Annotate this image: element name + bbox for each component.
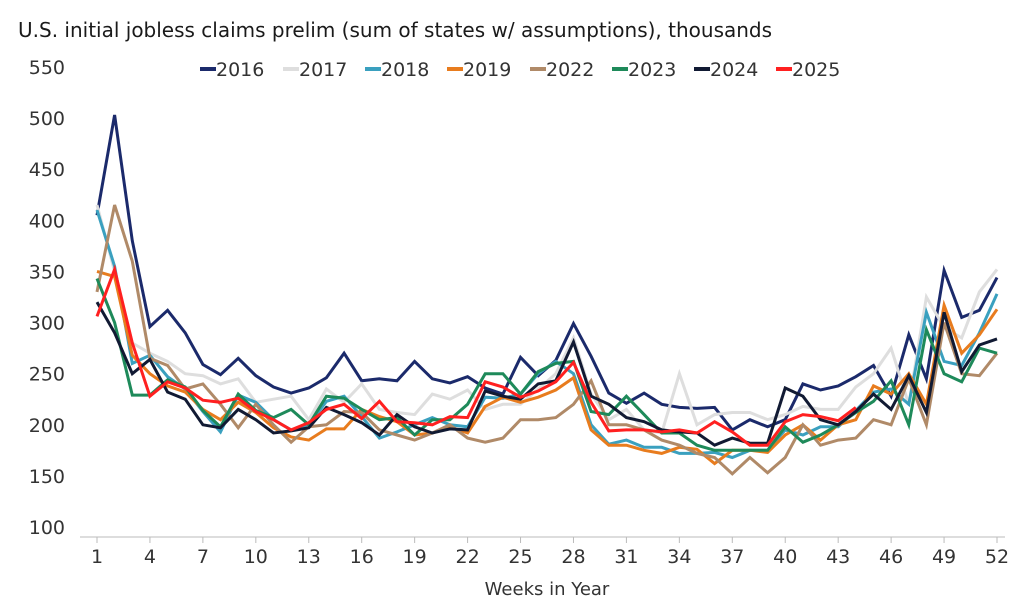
x-tick-label: 1 — [91, 546, 103, 568]
x-tick-label: 13 — [297, 546, 321, 568]
x-tick-label: 25 — [508, 546, 532, 568]
y-tick-label: 550 — [29, 57, 65, 79]
x-tick-label: 28 — [561, 546, 585, 568]
x-tick-label: 10 — [244, 546, 268, 568]
series-line-2025 — [95, 264, 857, 447]
x-tick-label: 34 — [667, 546, 691, 568]
x-tick-label: 52 — [985, 546, 1009, 568]
y-tick-label: 150 — [29, 466, 65, 488]
x-tick-label: 43 — [826, 546, 850, 568]
x-tick-label: 40 — [773, 546, 797, 568]
y-tick-label: 450 — [29, 159, 65, 181]
x-axis-label: Weeks in Year — [485, 579, 610, 600]
legend-label-2019: 2019 — [463, 59, 511, 81]
series-line-2019 — [96, 269, 999, 466]
x-tick-label: 37 — [720, 546, 744, 568]
y-tick-label: 300 — [29, 313, 65, 335]
y-axis: 100 150 200 250 300 350 400 450 500 550 — [29, 57, 65, 539]
x-tick-label: 31 — [614, 546, 638, 568]
legend: 2016 2017 2018 2019 2022 2023 2024 2025 — [200, 59, 840, 81]
legend-label-2025: 2025 — [792, 59, 840, 81]
y-tick-label: 100 — [29, 517, 65, 539]
legend-label-2024: 2024 — [710, 59, 758, 81]
y-tick-label: 400 — [29, 210, 65, 232]
legend-label-2018: 2018 — [381, 59, 429, 81]
legend-label-2016: 2016 — [216, 59, 264, 81]
x-tick-label: 7 — [197, 546, 209, 568]
y-tick-label: 350 — [29, 261, 65, 283]
series-lines — [95, 114, 999, 476]
legend-label-2017: 2017 — [299, 59, 347, 81]
x-tick-label: 19 — [403, 546, 427, 568]
y-tick-label: 200 — [29, 415, 65, 437]
x-tick-label: 46 — [879, 546, 903, 568]
legend-label-2023: 2023 — [628, 59, 676, 81]
x-tick-label: 4 — [144, 546, 156, 568]
x-axis: 1 4 7 10 13 16 19 22 25 28 31 34 37 40 43 46 49 52 — [80, 536, 1009, 568]
legend-label-2022: 2022 — [546, 59, 594, 81]
x-tick-label: 49 — [932, 546, 956, 568]
series-line-2022 — [95, 204, 999, 476]
x-tick-label: 16 — [350, 546, 374, 568]
series-line-2024 — [95, 301, 998, 447]
y-tick-label: 500 — [29, 108, 65, 130]
y-tick-label: 250 — [29, 364, 65, 386]
x-tick-label: 22 — [455, 546, 479, 568]
chart-title: U.S. initial jobless claims prelim (sum … — [18, 18, 772, 42]
